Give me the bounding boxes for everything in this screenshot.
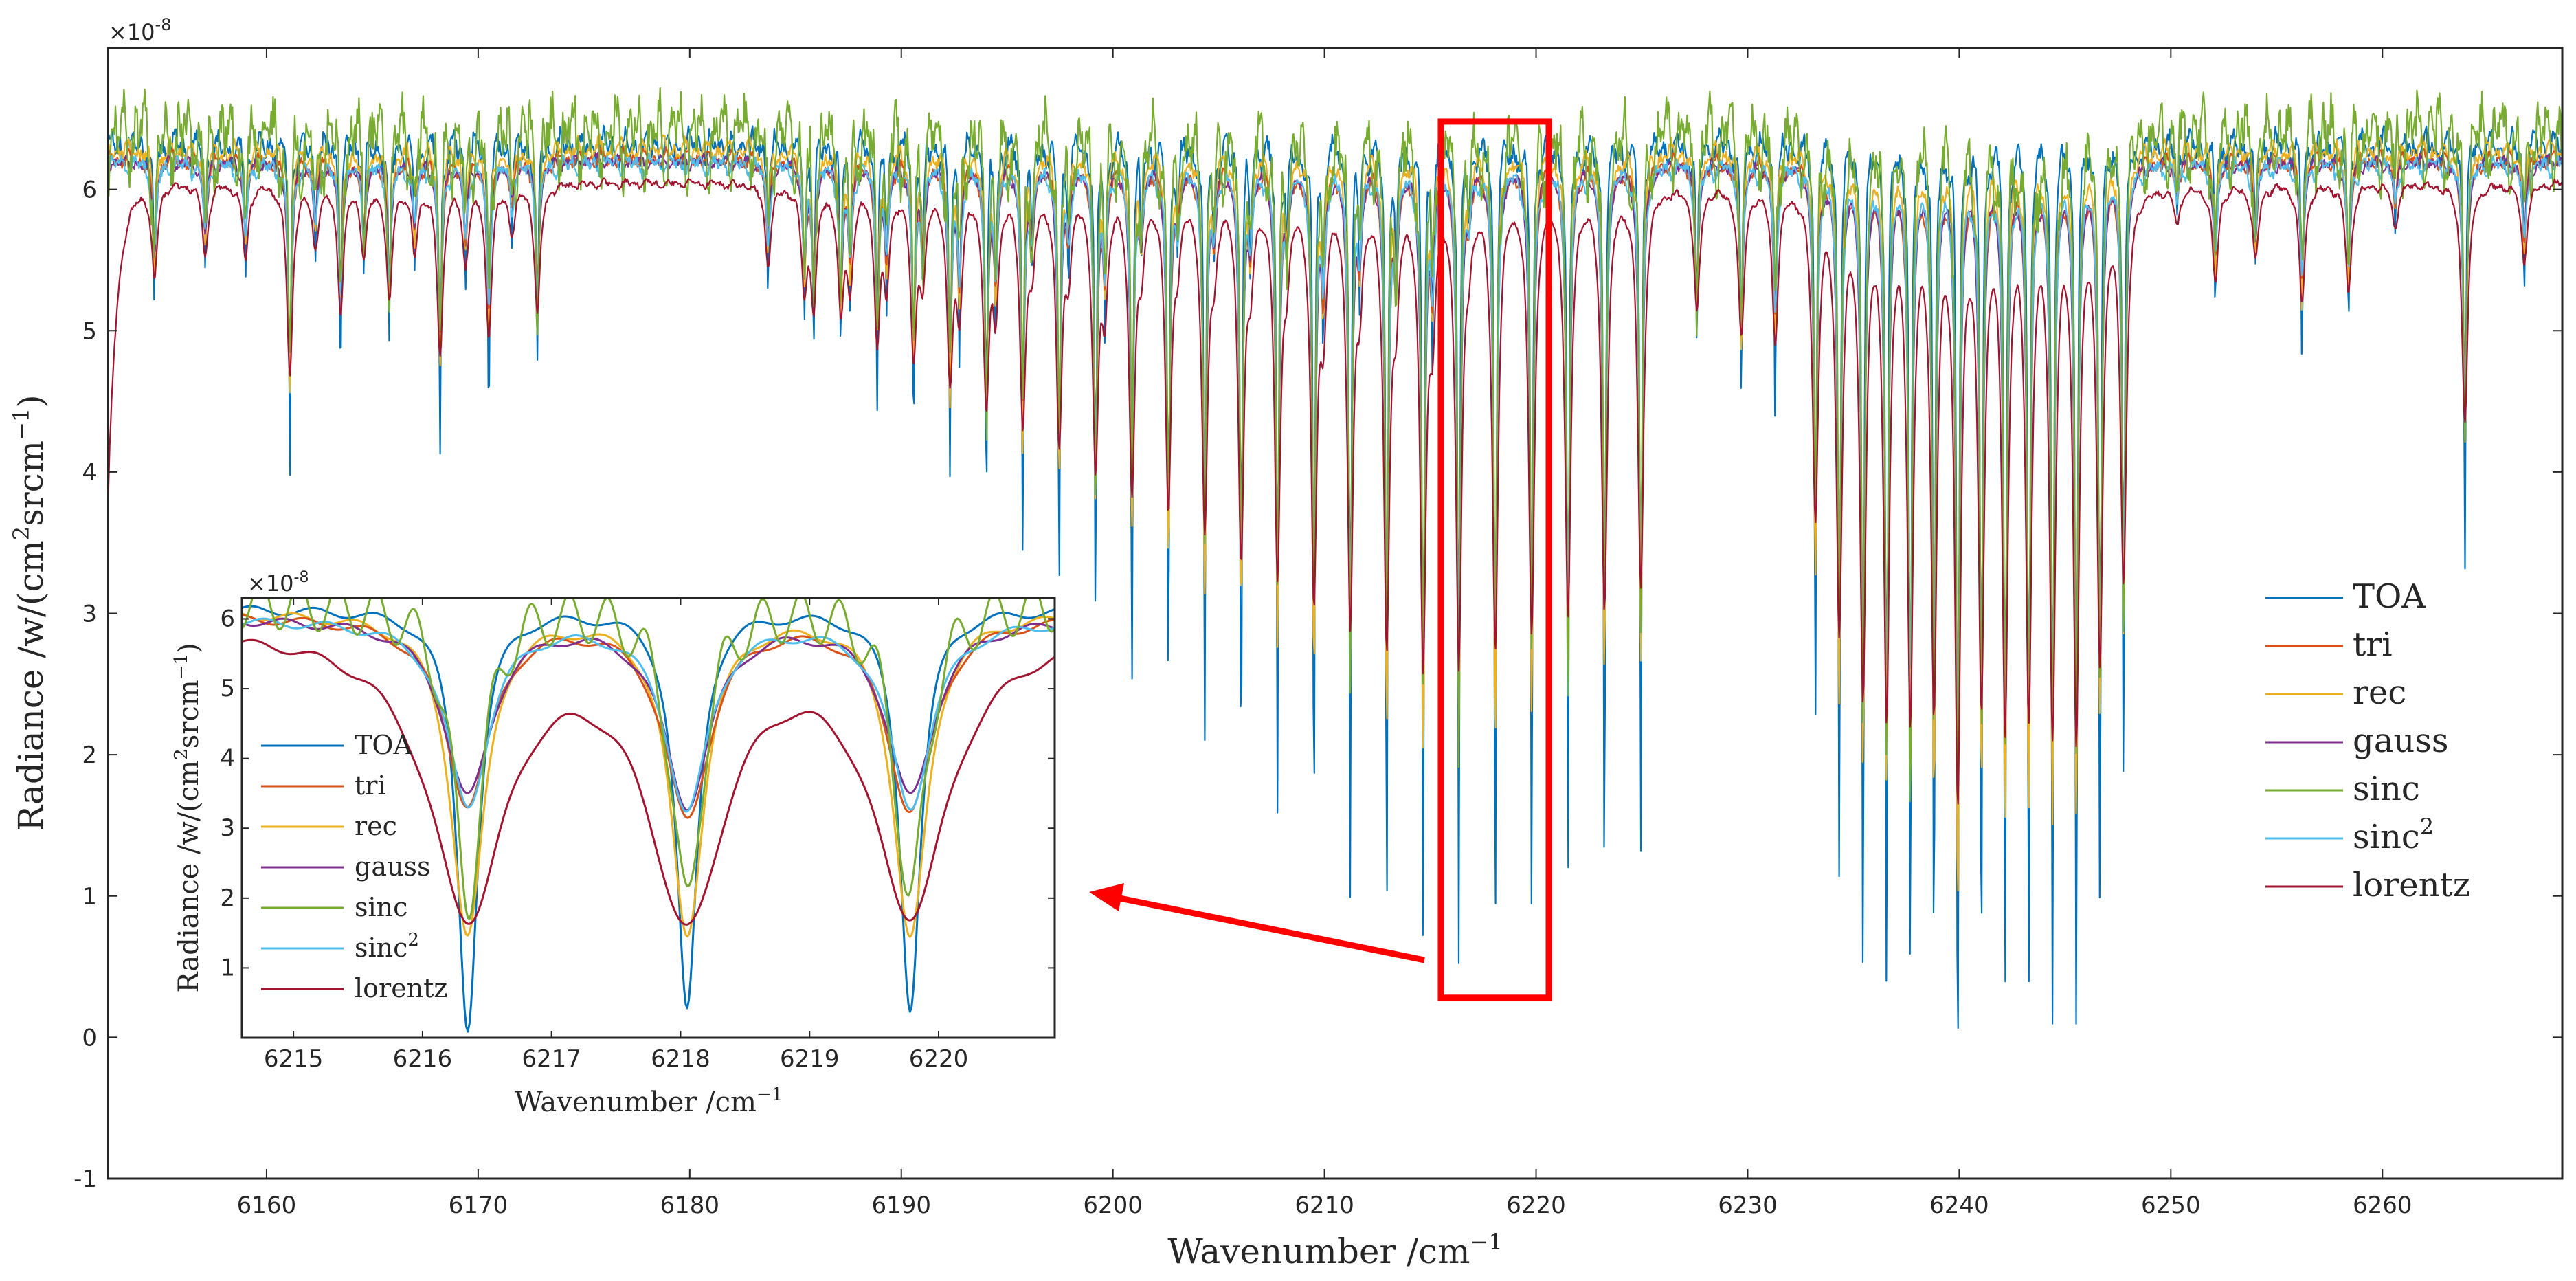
main-y-tick-label: 2 — [82, 742, 97, 769]
inset-legend-label-text: tri — [355, 770, 386, 801]
main-series-line-sinc — [108, 87, 2562, 803]
main-y-tick-label: 3 — [82, 601, 97, 628]
inset-x-tick-label: 6217 — [522, 1045, 581, 1073]
inset-legend-label: sinc2 — [355, 930, 419, 963]
main-x-tick-label: 6180 — [660, 1192, 720, 1219]
inset-legend-label-text: gauss — [355, 851, 430, 882]
main-legend-label-superscript: 2 — [2420, 814, 2434, 840]
inset-series-line-lorentz — [242, 638, 1055, 926]
main-exponent-label: ×10-8 — [109, 15, 171, 45]
inset-legend-label: TOA — [355, 730, 412, 760]
inset-series-line-gauss — [242, 617, 1055, 812]
inset-y-ticks: 1 2 3 4 5 6 — [220, 605, 1055, 981]
main-x-tick-label: 6190 — [871, 1192, 931, 1219]
inset-legend-label-text: TOA — [355, 730, 412, 760]
inset-y-tick-label: 6 — [220, 605, 235, 632]
inset-y-tick-label: 1 — [220, 954, 235, 981]
zoom-arrow — [1089, 883, 1425, 963]
inset-x-tick-label: 6220 — [909, 1045, 969, 1073]
main-legend-label: tri — [2353, 625, 2393, 664]
inset-legend-label: tri — [355, 770, 386, 801]
zoom-arrow-shaft — [1112, 893, 1425, 963]
main-x-tick-label: 6260 — [2353, 1192, 2412, 1219]
highlight-box — [1437, 118, 1552, 1001]
main-x-tick-label: 6230 — [1718, 1192, 1778, 1219]
inset-x-axis-label: Wavenumber /cm−1 — [515, 1084, 783, 1118]
main-x-axis-label: Wavenumber /cm−1 — [1167, 1229, 1502, 1271]
inset-legend-label-text: sinc — [355, 933, 407, 963]
inset-legend-label-text: rec — [355, 811, 397, 841]
inset-series-line-sinc2 — [242, 617, 1055, 813]
main-series-line-sinc2 — [108, 153, 2562, 721]
inset-y-tick-label: 5 — [220, 675, 235, 702]
main-y-tick-label: 5 — [82, 318, 97, 345]
main-legend-label: sinc — [2353, 770, 2420, 808]
inset-legend-label: gauss — [355, 851, 430, 882]
main-x-tick-label: 6170 — [449, 1192, 508, 1219]
main-x-tick-label: 6210 — [1295, 1192, 1354, 1219]
main-series-line-lorentz — [108, 177, 2562, 805]
inset-x-tick-label: 6216 — [393, 1045, 453, 1073]
main-plot: 6160 6170 6180 6190 6200 6210 6220 6230 6240 6250… — [8, 15, 2564, 1271]
inset-y-tick-label: 2 — [220, 884, 235, 912]
main-x-tick-label: 6240 — [1929, 1192, 1989, 1219]
main-legend-label-text: gauss — [2353, 722, 2449, 760]
inset-x-tick-label: 6215 — [264, 1045, 324, 1073]
inset-legend-label: rec — [355, 811, 397, 841]
main-y-axis-label: Radiance /w/(cm2srcm−1) — [8, 394, 51, 832]
inset-series-line-sinc — [242, 598, 1055, 920]
main-x-tick-label: 6250 — [2141, 1192, 2201, 1219]
main-y-tick-label: -1 — [74, 1166, 97, 1193]
inset-x-tick-label: 6219 — [780, 1045, 840, 1073]
main-series-group — [108, 87, 2562, 1029]
main-legend-label: lorentz — [2353, 866, 2470, 904]
inset-y-tick-label: 3 — [220, 814, 235, 842]
main-legend-label: rec — [2353, 673, 2406, 712]
main-legend-label: gauss — [2353, 722, 2449, 760]
inset-x-ticks: 6215 6216 6217 6218 6219 6220 — [264, 598, 968, 1073]
inset-y-tick-label: 4 — [220, 745, 235, 772]
zoom-arrow-head — [1089, 883, 1124, 911]
inset-exponent-label: ×10-8 — [247, 569, 309, 597]
main-legend-label-text: rec — [2353, 673, 2406, 712]
main-legend-label-text: lorentz — [2353, 866, 2470, 904]
main-y-tick-label: 0 — [82, 1024, 97, 1051]
main-x-ticks: 6160 6170 6180 6190 6200 6210 6220 6230 6240 6250… — [237, 48, 2412, 1219]
main-y-ticks: -1 0 1 2 3 4 5 6 — [74, 177, 2562, 1193]
inset-legend-label: sinc — [355, 892, 407, 922]
main-legend-label: TOA — [2353, 577, 2426, 616]
main-legend-label-text: tri — [2353, 625, 2393, 664]
main-legend-label-text: TOA — [2353, 577, 2426, 616]
inset-y-axis-label: Radiance /w/(cm2srcm−1) — [171, 643, 205, 992]
main-x-tick-label: 6160 — [237, 1192, 297, 1219]
main-legend-label-text: sinc — [2353, 770, 2420, 808]
main-legend-label-text: sinc — [2353, 818, 2420, 856]
inset-x-tick-label: 6218 — [651, 1045, 710, 1073]
inset-series-group — [242, 598, 1055, 1033]
inset-legend-label-text: sinc — [355, 892, 407, 922]
main-y-tick-label: 4 — [82, 459, 97, 487]
main-y-tick-label: 6 — [82, 177, 97, 204]
inset-legend-label: lorentz — [355, 973, 447, 1003]
main-x-tick-label: 6220 — [1506, 1192, 1566, 1219]
inset-legend-label-text: lorentz — [355, 973, 447, 1003]
inset-axes-box — [240, 597, 1056, 1039]
inset-legend-label-superscript: 2 — [407, 930, 419, 950]
main-x-tick-label: 6200 — [1083, 1192, 1143, 1219]
main-legend-label: sinc2 — [2353, 814, 2434, 856]
inset-plot: 6215 6216 6217 6218 6219 6220 1 2 3 4 5 6 ×10-8 Wa… — [171, 569, 1056, 1118]
main-y-tick-label: 1 — [82, 883, 97, 911]
